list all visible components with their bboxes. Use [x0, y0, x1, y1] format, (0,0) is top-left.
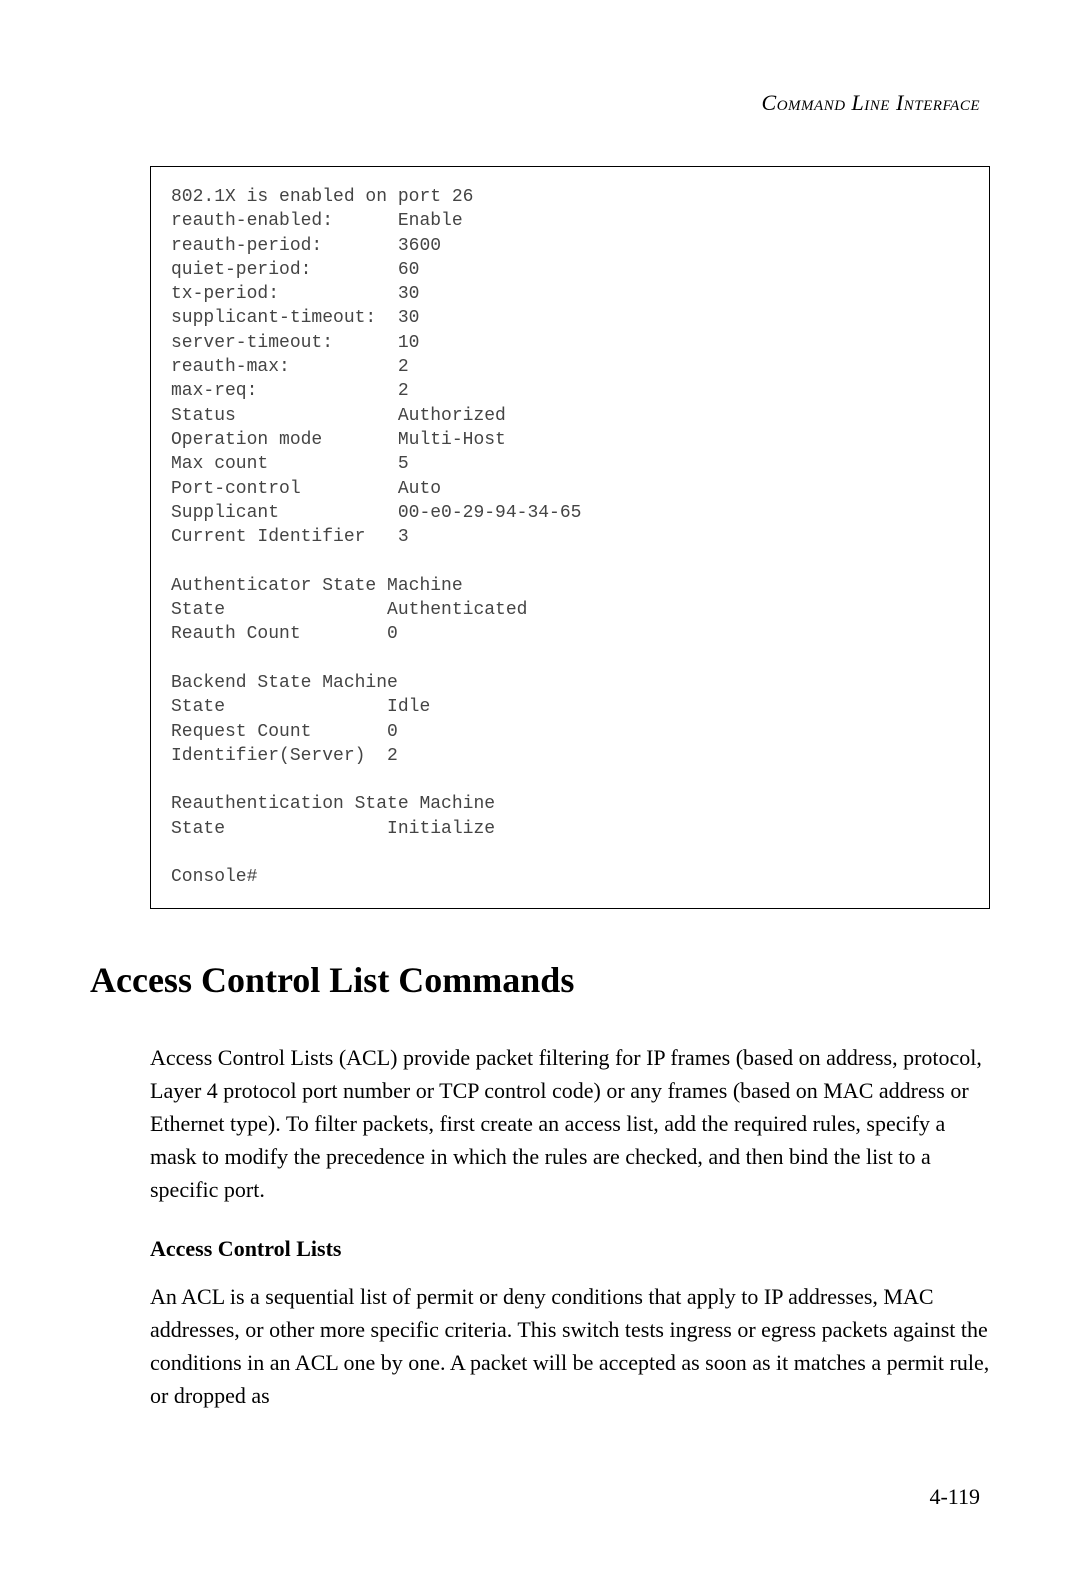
running-header: Command Line Interface — [90, 90, 990, 116]
section-paragraph: An ACL is a sequential list of permit or… — [150, 1280, 990, 1412]
page-container: Command Line Interface 802.1X is enabled… — [0, 0, 1080, 1502]
section-paragraph: Access Control Lists (ACL) provide packe… — [150, 1041, 990, 1206]
page-number: 4-119 — [929, 1484, 980, 1510]
sub-heading: Access Control Lists — [150, 1236, 990, 1262]
console-output: 802.1X is enabled on port 26 reauth-enab… — [150, 166, 990, 909]
section-heading: Access Control List Commands — [90, 959, 990, 1001]
